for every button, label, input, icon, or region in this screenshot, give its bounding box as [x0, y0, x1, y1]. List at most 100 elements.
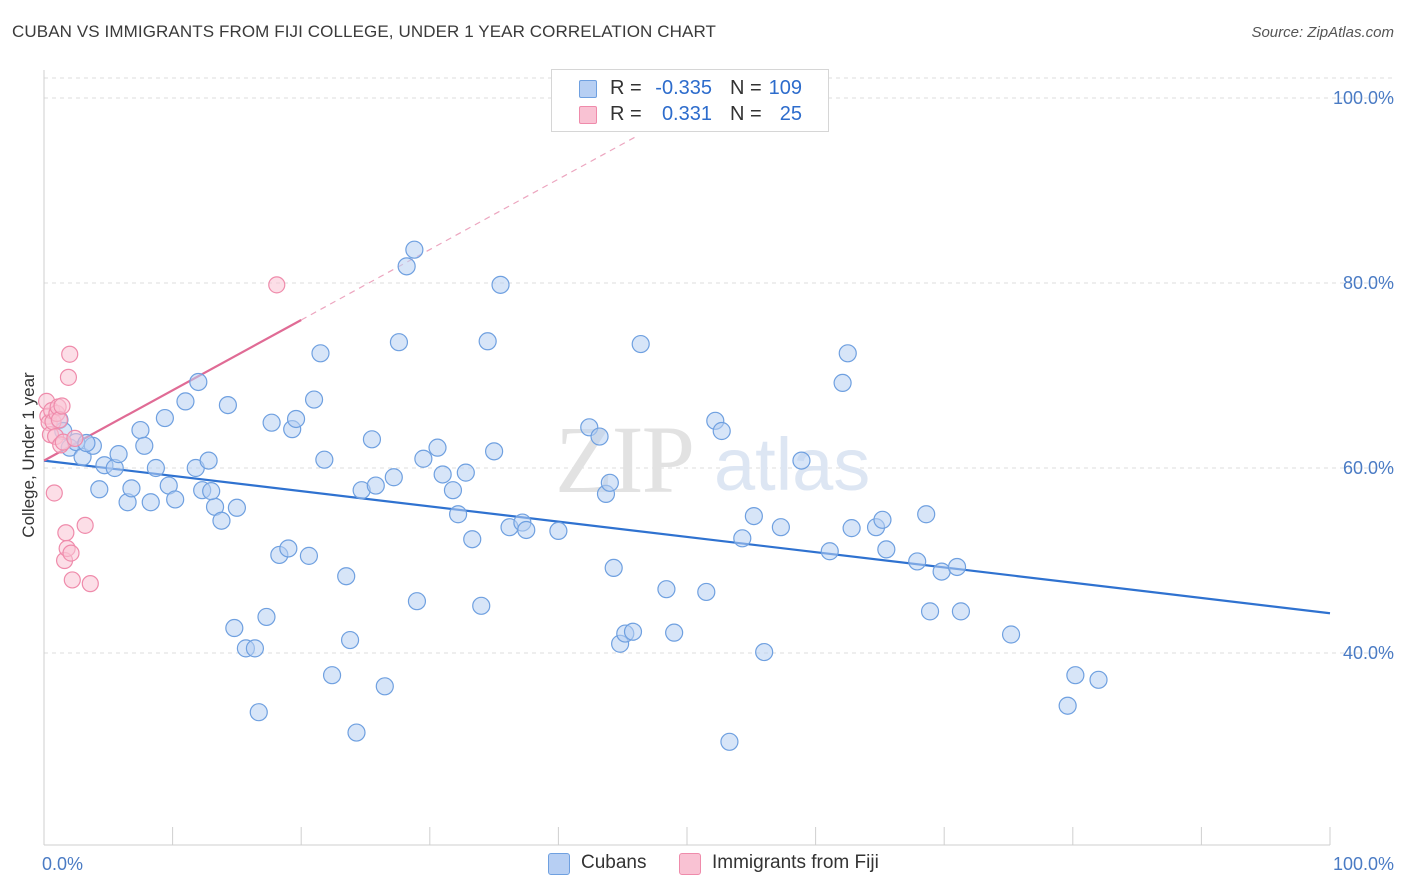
- point-cubans: [448, 505, 468, 524]
- legend-r-label: R =: [610, 77, 642, 99]
- point-cubans: [405, 240, 424, 259]
- source-label: Source: ZipAtlas.com: [1251, 24, 1394, 41]
- point-fiji: [59, 368, 78, 386]
- point-cubans: [262, 413, 281, 432]
- point-cubans: [951, 602, 971, 621]
- point-cubans: [920, 602, 940, 621]
- x-tick-label: 0.0%: [42, 854, 83, 874]
- point-cubans: [604, 558, 623, 578]
- point-cubans: [199, 451, 218, 470]
- legend-n-label: N =: [730, 77, 762, 99]
- y-tick-label: 80.0%: [1343, 273, 1394, 293]
- point-cubans: [202, 482, 221, 501]
- legend-r-value: 0.331: [661, 103, 712, 125]
- points: [37, 240, 1108, 751]
- point-cubans: [463, 530, 482, 549]
- chart-title: CUBAN VS IMMIGRANTS FROM FIJI COLLEGE, U…: [12, 22, 716, 41]
- watermark: ZIP atlas: [555, 406, 870, 513]
- point-cubans: [141, 493, 160, 512]
- point-cubans: [155, 408, 174, 428]
- point-cubans: [286, 409, 306, 429]
- point-cubans: [485, 442, 504, 461]
- legend-n-value: 25: [779, 103, 802, 125]
- trend-line-cubans: [43, 459, 1331, 615]
- point-fiji: [81, 575, 99, 593]
- point-fiji: [268, 276, 286, 294]
- point-cubans: [733, 529, 752, 548]
- point-cubans: [362, 430, 382, 449]
- point-cubans: [225, 618, 244, 638]
- point-cubans: [131, 420, 150, 440]
- point-cubans: [1066, 666, 1085, 685]
- point-cubans: [472, 596, 491, 615]
- point-cubans: [166, 490, 185, 509]
- point-cubans: [443, 481, 463, 500]
- point-fiji: [63, 571, 81, 589]
- point-cubans: [337, 567, 356, 586]
- legend-r-label: R =: [610, 103, 642, 125]
- point-cubans: [1001, 625, 1021, 644]
- point-cubans: [146, 458, 165, 478]
- point-fiji: [57, 524, 75, 542]
- point-cubans: [414, 449, 433, 468]
- legend-swatch-blue: [579, 80, 597, 98]
- point-cubans: [517, 520, 536, 540]
- point-cubans: [384, 468, 403, 487]
- point-fiji: [61, 345, 79, 363]
- point-cubans: [947, 557, 967, 577]
- point-cubans: [218, 396, 237, 415]
- point-cubans: [366, 476, 385, 495]
- y-tick-label: 40.0%: [1343, 643, 1394, 663]
- point-cubans: [932, 562, 951, 581]
- legend-row-fiji: R = 0.331 N = 25: [552, 102, 828, 128]
- point-cubans: [712, 421, 731, 441]
- point-cubans: [212, 511, 231, 530]
- legend-swatch-fiji: [679, 853, 701, 875]
- point-cubans: [877, 540, 896, 559]
- point-cubans: [697, 582, 716, 602]
- correlation-legend: R = -0.335 N = 109 R = 0.331 N = 25: [551, 69, 829, 132]
- legend-label-cubans: Cubans: [581, 852, 647, 873]
- point-cubans: [590, 427, 609, 446]
- point-cubans: [873, 510, 892, 529]
- point-cubans: [122, 479, 141, 498]
- legend-n-value: 109: [768, 77, 802, 99]
- x-tick-label: 100.0%: [1333, 854, 1394, 874]
- point-cubans: [347, 723, 366, 742]
- legend-swatch-cubans: [548, 853, 570, 875]
- y-axis-label: College, Under 1 year: [19, 372, 38, 538]
- point-cubans: [842, 519, 861, 538]
- point-cubans: [456, 463, 475, 482]
- legend-label-fiji: Immigrants from Fiji: [712, 852, 879, 873]
- point-cubans: [322, 666, 342, 685]
- y-tick-label: 60.0%: [1343, 458, 1394, 478]
- grid: [44, 77, 1392, 654]
- point-cubans: [657, 580, 676, 599]
- point-cubans: [720, 732, 739, 751]
- point-cubans: [249, 703, 268, 722]
- legend-row-cubans: R = -0.335 N = 109: [552, 76, 828, 102]
- point-cubans: [833, 373, 852, 392]
- watermark-atlas: atlas: [714, 423, 870, 506]
- point-cubans: [917, 505, 936, 524]
- point-cubans: [755, 642, 774, 662]
- point-cubans: [257, 607, 276, 627]
- trend-line-fiji-extended: [300, 136, 636, 321]
- trend-lines: [43, 136, 1331, 615]
- legend-n-label: N =: [730, 103, 762, 125]
- point-cubans: [1058, 696, 1077, 715]
- point-cubans: [428, 438, 447, 457]
- legend-swatch-pink: [579, 106, 597, 124]
- point-cubans: [176, 392, 195, 411]
- point-cubans: [433, 465, 452, 484]
- point-cubans: [279, 539, 298, 558]
- point-cubans: [744, 506, 763, 526]
- point-fiji: [66, 429, 84, 447]
- point-cubans: [478, 332, 497, 351]
- y-tick-label: 100.0%: [1333, 88, 1394, 108]
- point-cubans: [549, 521, 568, 541]
- point-cubans: [631, 334, 650, 354]
- point-cubans: [623, 622, 643, 641]
- point-cubans: [1089, 670, 1108, 689]
